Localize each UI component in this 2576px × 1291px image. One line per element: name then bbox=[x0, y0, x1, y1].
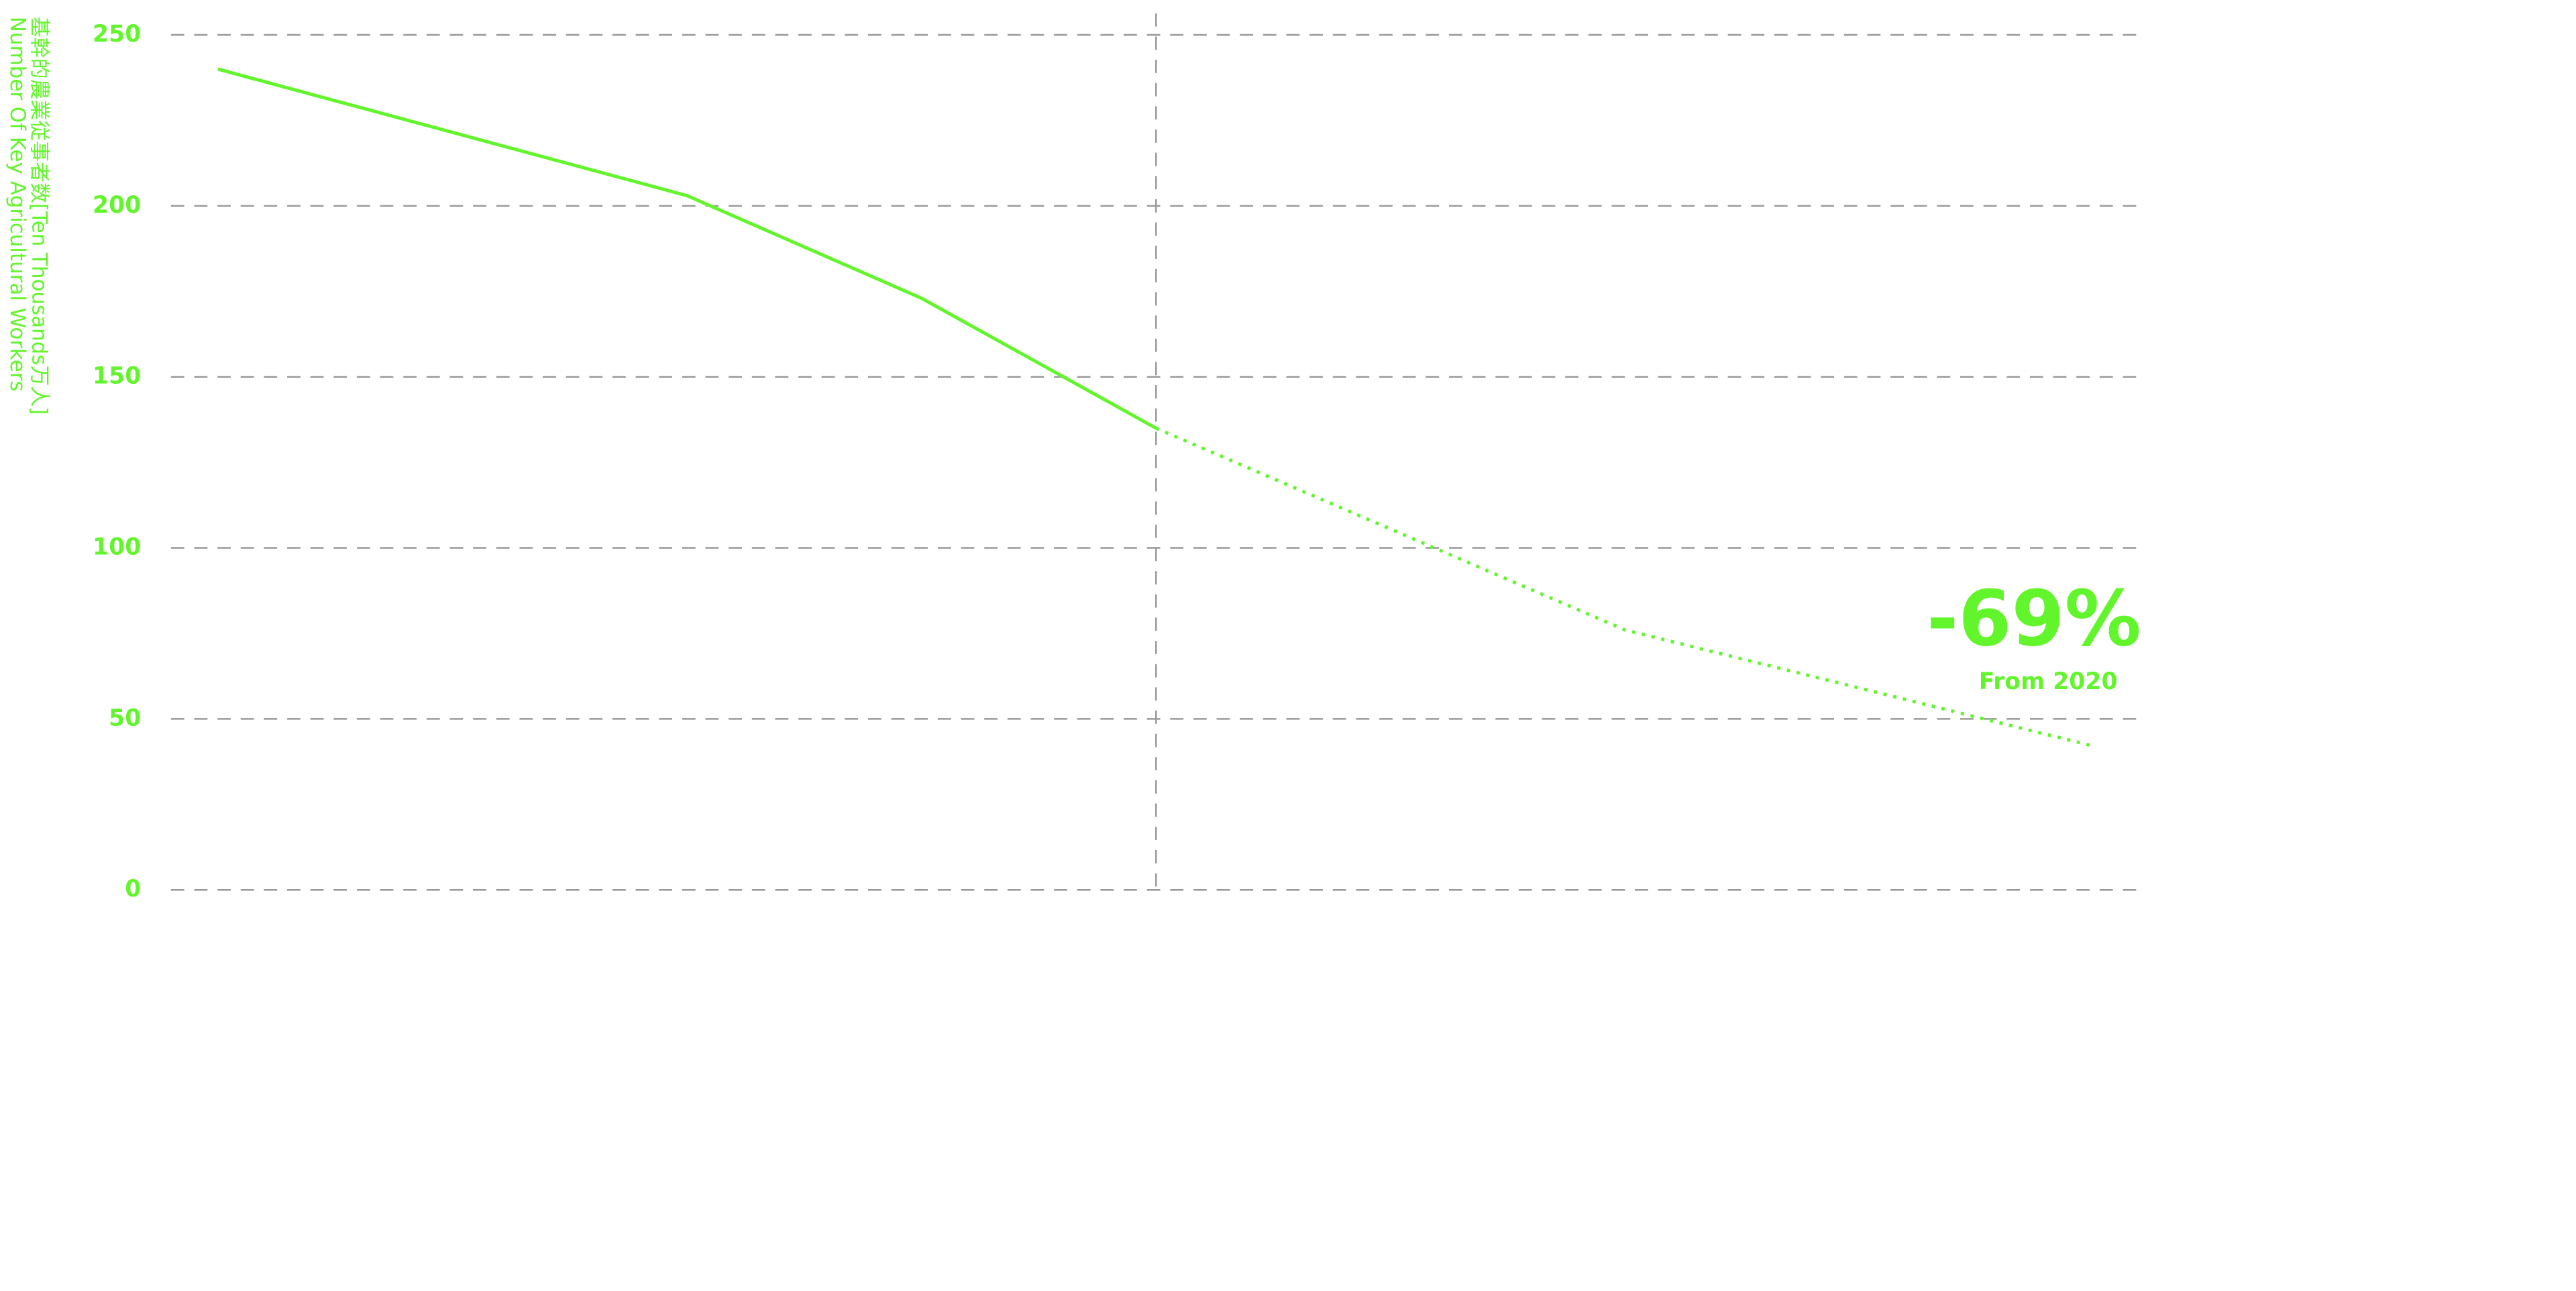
y-axis-title: Number Of Key Agricultural Workers 基幹的農業… bbox=[5, 17, 51, 415]
annotation-value: -69% bbox=[1927, 574, 2141, 664]
y-axis-title-line: Number Of Key Agricultural Workers bbox=[5, 17, 30, 392]
data-line bbox=[1155, 426, 2095, 748]
y-tick-label: 100 bbox=[93, 534, 141, 561]
y-tick-label: 200 bbox=[93, 192, 141, 219]
y-axis-title-line: 基幹的農業従事者数[Ten Thousands万人] bbox=[27, 17, 51, 415]
data-line bbox=[217, 67, 1157, 430]
y-tick-label: 50 bbox=[109, 705, 141, 731]
y-tick-label: 250 bbox=[93, 21, 141, 48]
y-tick-label: 150 bbox=[93, 363, 141, 390]
y-tick-label: 0 bbox=[125, 876, 141, 902]
annotation-note: From 2020 bbox=[1979, 668, 2118, 695]
